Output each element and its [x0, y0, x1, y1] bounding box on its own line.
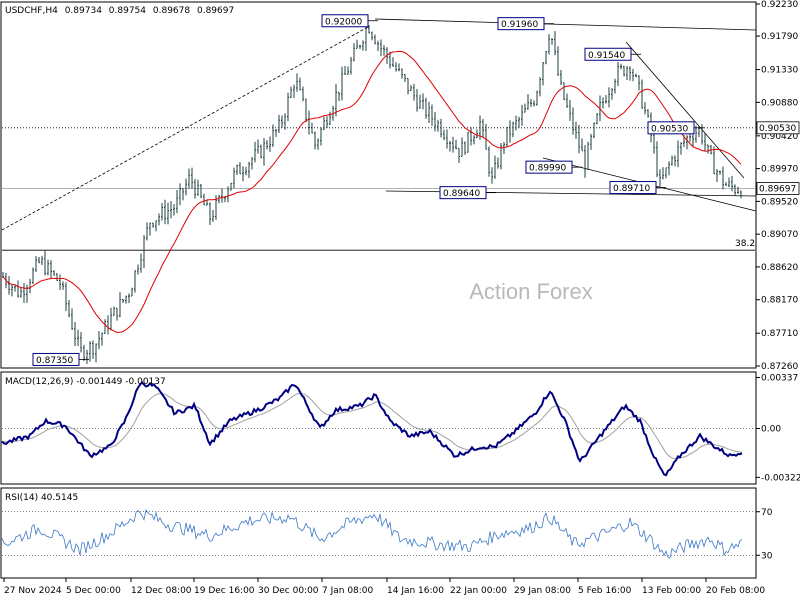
watermark: Action Forex: [469, 279, 593, 304]
time-axis-label: 5 Dec 00:00: [66, 586, 121, 596]
macd-axis-label: 0.00: [761, 425, 781, 435]
macd-axis-label: -0.003227: [761, 473, 800, 483]
price-marker-label: 0.87350: [36, 356, 73, 366]
price-marker-label: 0.91540: [588, 51, 625, 61]
rsi-line: [1, 509, 743, 559]
price-marker-label: 0.90530: [651, 124, 688, 134]
time-axis-label: 22 Jan 00:00: [450, 586, 507, 596]
macd-axis-label: 0.00337: [761, 373, 798, 383]
rsi-title: RSI(14) 40.5145: [5, 493, 78, 503]
price-axis-label: 0.87260: [761, 362, 798, 372]
upper-channel-line: [374, 18, 757, 31]
time-axis-label: 29 Jan 08:00: [514, 586, 571, 596]
time-axis-label: 20 Feb 08:00: [706, 586, 765, 596]
ohlc-high: 0.89754: [109, 6, 146, 16]
ohlc-close: 0.89697: [197, 6, 234, 16]
price-axis-label: 0.91330: [761, 66, 798, 76]
price-marker-label: 0.89710: [613, 184, 650, 194]
price-marker-label: 0.91960: [501, 20, 538, 30]
macd-title: MACD(12,26,9) -0.001449 -0.00137: [5, 377, 166, 387]
symbol-title: USDCHF,H4: [5, 6, 58, 16]
rsi-axis: 70 30: [756, 508, 773, 561]
fib-level-label: 38.2: [735, 239, 755, 249]
macd-line: [1, 380, 743, 477]
time-axis: 27 Nov 2024 5 Dec 00:00 12 Dec 08:00 19 Dec…: [3, 578, 765, 596]
price-axis-label: 0.89070: [761, 230, 798, 240]
price-marker-label: 0.89640: [443, 189, 480, 199]
level-label: 0.90530: [759, 124, 796, 134]
price-markers: 0.92000 0.91960 0.91540 0.90530 0.89990 0.897…: [32, 14, 704, 366]
price-axis-label: 0.90880: [761, 98, 798, 108]
rsi-axis-label: 70: [761, 508, 773, 518]
ohlc-open: 0.89734: [65, 6, 102, 16]
time-axis-label: 19 Dec 16:00: [194, 586, 255, 596]
rsi-grid: [2, 511, 755, 556]
price-title: USDCHF,H4 0.89734 0.89754 0.89678 0.8969…: [5, 6, 234, 16]
moving-average-line: [2, 50, 742, 334]
price-axis-label: 0.89520: [761, 197, 798, 207]
time-axis-label: 27 Nov 2024: [4, 586, 62, 596]
time-axis-label: 7 Jan 08:00: [322, 586, 374, 596]
price-axis-label: 0.88170: [761, 296, 798, 306]
price-axis-label: 0.89970: [761, 165, 798, 175]
level-label-box: [756, 121, 800, 135]
time-axis-label: 30 Dec 00:00: [258, 586, 319, 596]
current-price-label: 0.89697: [759, 184, 796, 194]
price-axis-label: 0.91790: [761, 32, 798, 42]
macd-panel-frame: [0, 371, 757, 485]
macd-axis: 0.00337 0.00 -0.003227: [756, 373, 800, 483]
candles: [2, 23, 742, 364]
wedge-upper-line: [625, 41, 745, 179]
price-axis: 0.92230 0.91790 0.91330 0.90880 0.90420 0.899…: [756, 0, 800, 372]
time-axis-label: 5 Feb 16:00: [578, 586, 632, 596]
macd-signal-line: [1, 392, 743, 460]
ohlc-low: 0.89678: [153, 6, 190, 16]
rsi-panel-frame: [0, 487, 757, 579]
time-axis-label: 12 Dec 08:00: [131, 586, 192, 596]
price-axis-label: 0.90420: [761, 132, 798, 142]
price-axis-label: 0.88620: [761, 263, 798, 273]
time-axis-label: 14 Jan 16:00: [387, 586, 444, 596]
rsi-axis-label: 30: [761, 551, 773, 561]
price-axis-label: 0.87710: [761, 329, 798, 339]
price-marker-label: 0.89990: [529, 164, 566, 174]
price-axis-label: 0.92230: [761, 0, 798, 10]
price-marker-label: 0.92000: [325, 17, 362, 27]
current-price-box: [756, 182, 800, 195]
time-axis-label: 13 Feb 00:00: [642, 586, 701, 596]
